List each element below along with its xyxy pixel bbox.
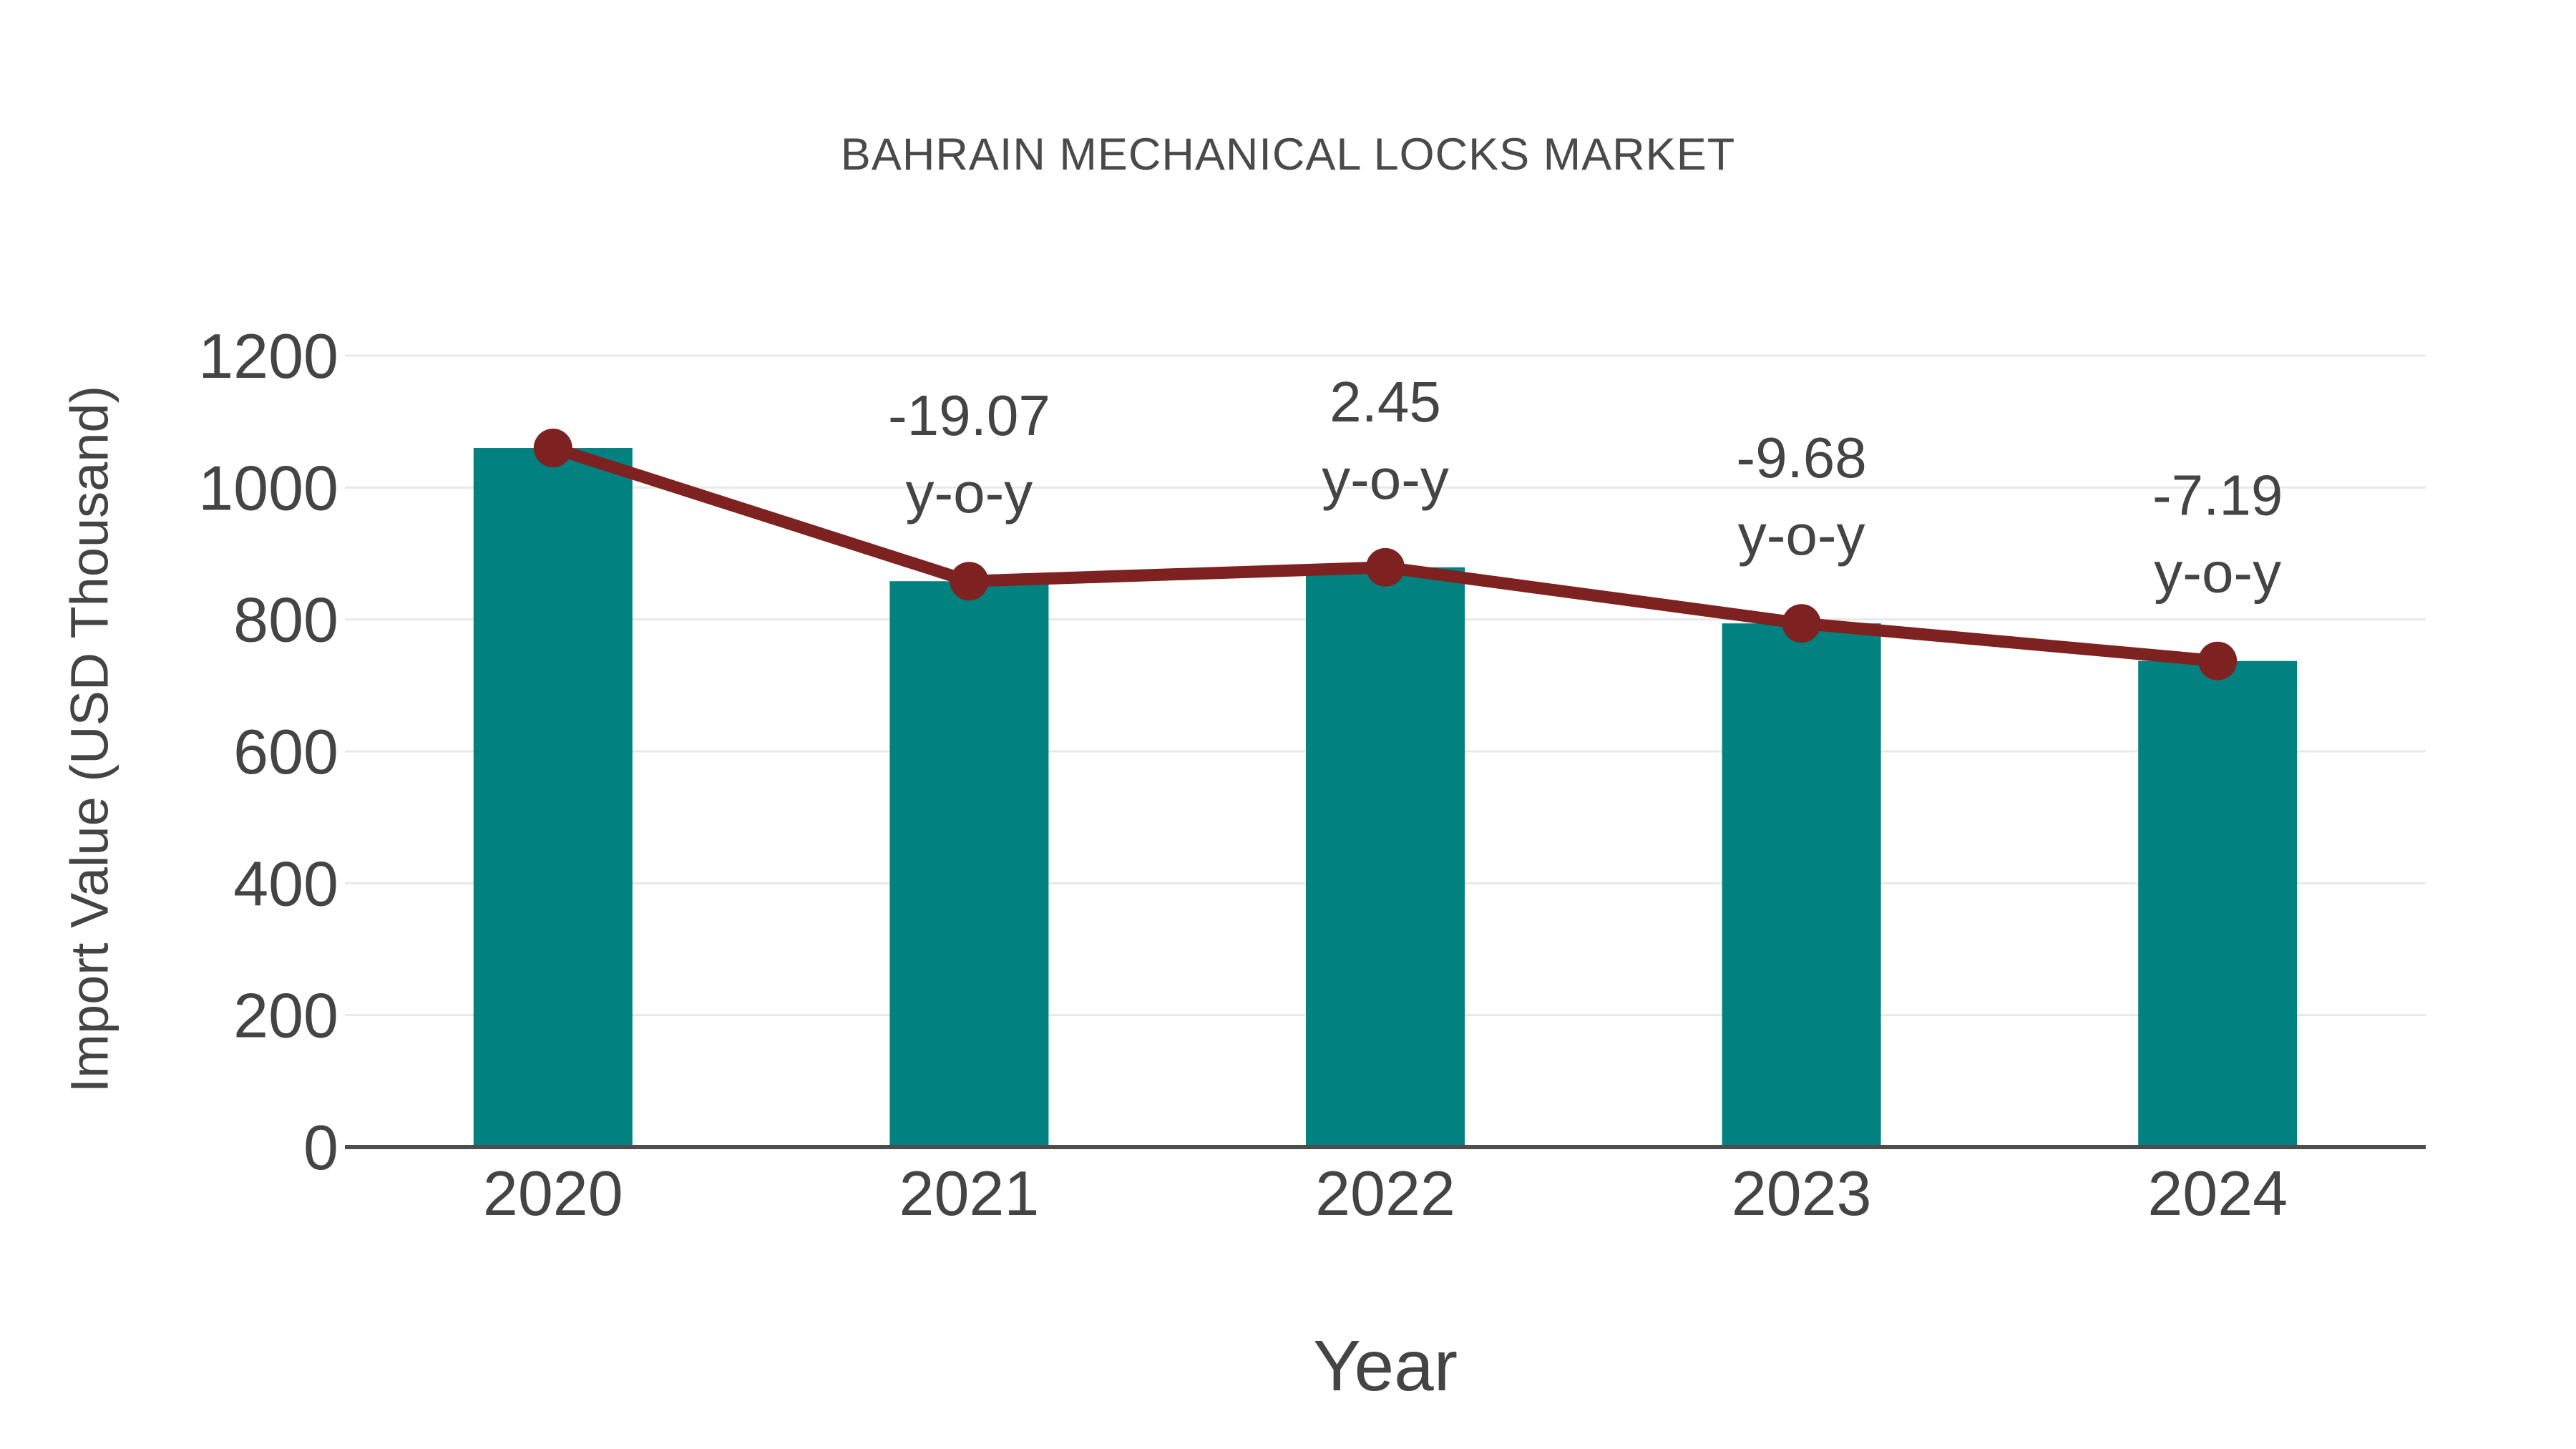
x-tick-label-2022: 2022 <box>1315 1158 1455 1229</box>
annotation-value-2021: -19.07 <box>888 384 1050 447</box>
bar-2021 <box>889 581 1049 1147</box>
marker-2020 <box>533 429 572 468</box>
annotation-value-2023: -9.68 <box>1736 426 1866 489</box>
marker-2022 <box>1366 547 1405 587</box>
y-tick-label-600: 600 <box>233 716 338 787</box>
bar-2022 <box>1306 567 1465 1147</box>
y-tick-label-200: 200 <box>233 980 338 1051</box>
annotation-value-2022: 2.45 <box>1330 370 1441 434</box>
x-tick-label-2021: 2021 <box>899 1158 1040 1229</box>
marker-2023 <box>1782 604 1821 643</box>
annotation-unit-2021: y-o-y <box>906 461 1033 525</box>
annotation-unit-2022: y-o-y <box>1322 447 1449 511</box>
y-tick-label-1000: 1000 <box>198 452 338 523</box>
bar-2024 <box>2138 660 2298 1147</box>
y-tick-label-800: 800 <box>233 585 338 655</box>
x-tick-label-2024: 2024 <box>2147 1158 2288 1229</box>
marker-2021 <box>950 562 989 601</box>
x-axis-title: Year <box>1312 1326 1458 1406</box>
chart-title: BAHRAIN MECHANICAL LOCKS MARKET <box>840 130 1736 180</box>
y-tick-label-400: 400 <box>233 848 338 919</box>
x-tick-label-2023: 2023 <box>1732 1158 1872 1229</box>
annotation-unit-2024: y-o-y <box>2154 541 2281 605</box>
bar-2023 <box>1722 623 1881 1147</box>
annotation-unit-2023: y-o-y <box>1738 503 1865 567</box>
bar-2020 <box>473 448 633 1147</box>
y-tick-label-1200: 1200 <box>198 321 338 391</box>
y-tick-label-0: 0 <box>303 1112 338 1183</box>
x-tick-label-2020: 2020 <box>483 1158 623 1229</box>
annotation-value-2024: -7.19 <box>2152 464 2283 527</box>
marker-2024 <box>2198 641 2238 680</box>
